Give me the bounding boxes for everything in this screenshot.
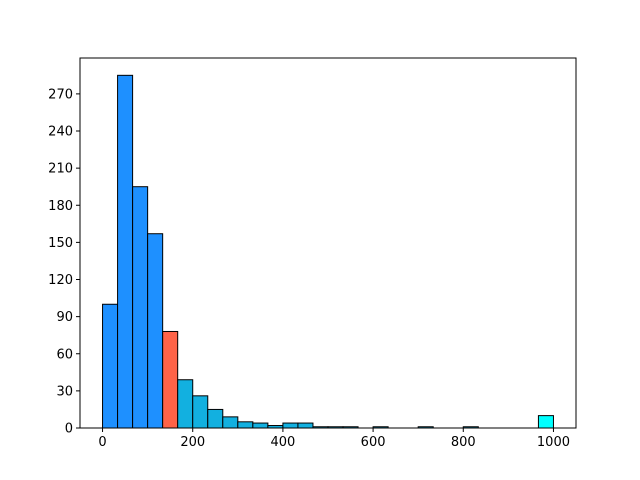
y-tick-label: 240 bbox=[48, 125, 73, 140]
histogram-bar-9 bbox=[237, 421, 254, 429]
y-tick-label: 150 bbox=[48, 236, 73, 251]
histogram-bar-8 bbox=[222, 416, 239, 429]
y-axis-ticks: 0 30 60 90 120 150 180 210 240 270 bbox=[48, 87, 80, 437]
histogram-bar-12 bbox=[282, 422, 299, 429]
y-tick-label: 60 bbox=[56, 347, 73, 362]
y-tick-label: 90 bbox=[56, 310, 73, 325]
y-tick-label: 180 bbox=[48, 199, 73, 214]
x-tick-label: 1000 bbox=[537, 435, 570, 450]
histogram-bar-1 bbox=[117, 74, 134, 429]
histogram-bar-6 bbox=[192, 395, 209, 429]
histogram-bar-7 bbox=[207, 408, 224, 429]
y-tick-label: 270 bbox=[48, 87, 73, 102]
y-tick-label: 30 bbox=[56, 384, 73, 399]
y-tick-label: 120 bbox=[48, 273, 73, 288]
x-tick-label: 400 bbox=[270, 435, 295, 450]
x-tick-label: 0 bbox=[98, 435, 106, 450]
y-tick-label: 0 bbox=[65, 422, 73, 437]
histogram-bar-5 bbox=[177, 379, 194, 429]
x-axis-ticks: 0 200 400 600 800 1000 bbox=[98, 428, 570, 450]
histogram-bar-13 bbox=[297, 422, 314, 429]
histogram-bar-29 bbox=[537, 415, 554, 429]
x-tick-label: 200 bbox=[180, 435, 205, 450]
y-tick-label: 210 bbox=[48, 162, 73, 177]
x-tick-label: 800 bbox=[451, 435, 476, 450]
histogram-bar-3 bbox=[147, 233, 164, 429]
plot-frame bbox=[79, 57, 577, 429]
bars-layer bbox=[102, 74, 554, 429]
histogram-bar-10 bbox=[252, 422, 269, 429]
histogram-bar-0 bbox=[102, 303, 119, 429]
histogram-bar-2 bbox=[132, 186, 149, 429]
histogram-bar-4 bbox=[162, 330, 179, 429]
x-tick-label: 600 bbox=[361, 435, 386, 450]
